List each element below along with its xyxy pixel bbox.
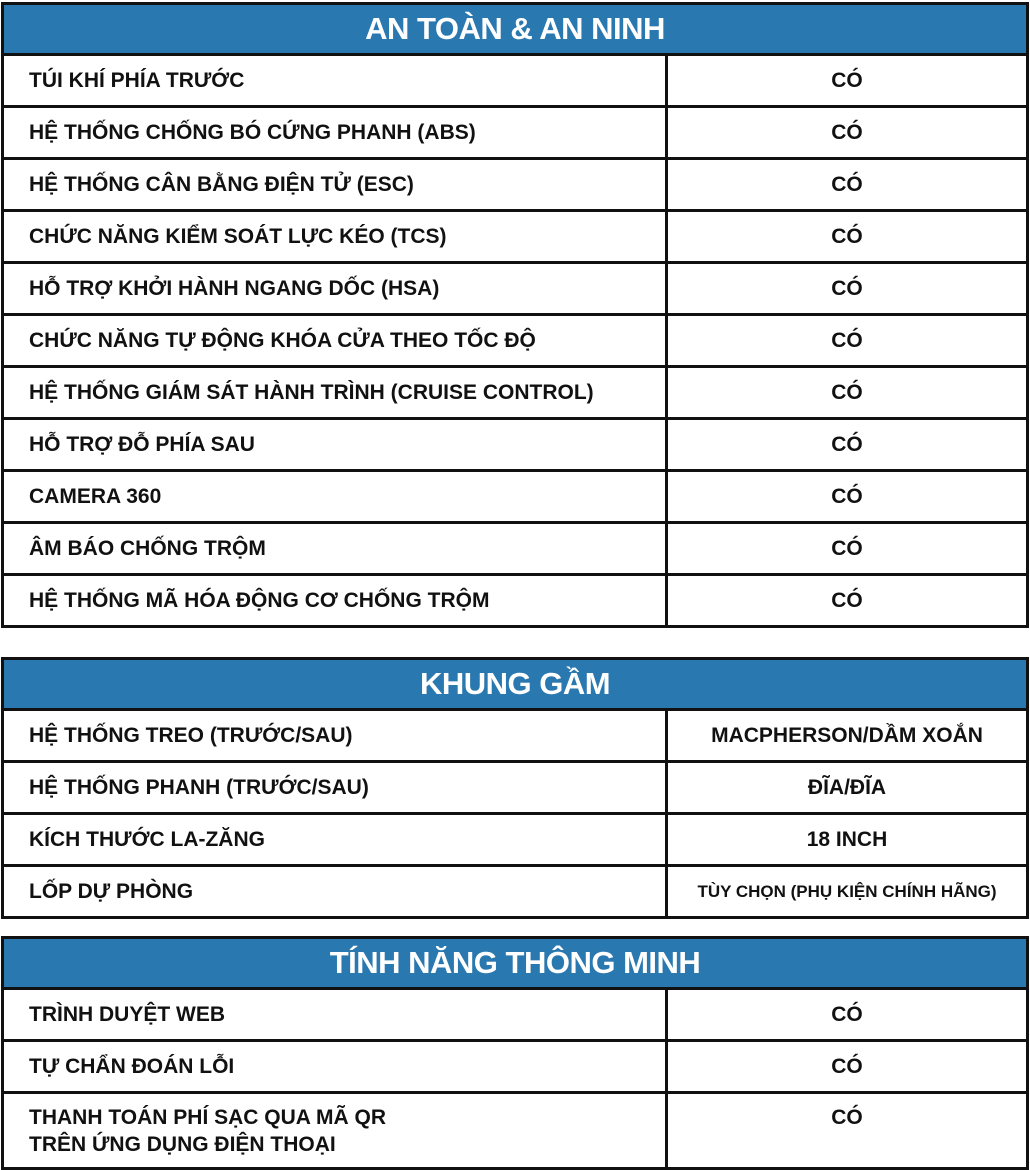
spec-label: HỆ THỐNG MÃ HÓA ĐỘNG CƠ CHỐNG TRỘM — [4, 576, 668, 625]
spec-value: CÓ — [831, 536, 863, 560]
spec-row: HỆ THỐNG GIÁM SÁT HÀNH TRÌNH (CRUISE CON… — [4, 368, 1026, 420]
spec-value: CÓ — [831, 224, 863, 248]
spec-row: HỆ THỐNG MÃ HÓA ĐỘNG CƠ CHỐNG TRỘM CÓ — [4, 576, 1026, 625]
spec-label: HỖ TRỢ KHỞI HÀNH NGANG DỐC (HSA) — [4, 264, 668, 313]
spec-row: THANH TOÁN PHÍ SẠC QUA MÃ QR TRÊN ỨNG DỤ… — [4, 1094, 1026, 1167]
spec-row: HỆ THỐNG CÂN BẰNG ĐIỆN TỬ (ESC) CÓ — [4, 160, 1026, 212]
section-title: AN TOÀN & AN NINH — [4, 5, 1026, 56]
spec-row: HỖ TRỢ ĐỖ PHÍA SAU CÓ — [4, 420, 1026, 472]
spec-value: MACPHERSON/DẦM XOẮN — [711, 723, 983, 747]
spec-row: HỆ THỐNG TREO (TRƯỚC/SAU) MACPHERSON/DẦM … — [4, 711, 1026, 763]
spec-label: ÂM BÁO CHỐNG TRỘM — [4, 524, 668, 573]
spec-label: LỐP DỰ PHÒNG — [4, 867, 668, 916]
spec-value: CÓ — [831, 1054, 863, 1078]
spec-value: 18 INCH — [806, 827, 888, 851]
spec-label: TRÌNH DUYỆT WEB — [4, 990, 668, 1039]
spec-label: TỰ CHẨN ĐOÁN LỖI — [4, 1042, 668, 1091]
spec-row: CHỨC NĂNG KIỂM SOÁT LỰC KÉO (TCS) CÓ — [4, 212, 1026, 264]
section-title: KHUNG GẦM — [4, 660, 1026, 711]
spec-label: TÚI KHÍ PHÍA TRƯỚC — [4, 56, 668, 105]
spec-value: CÓ — [831, 484, 863, 508]
spec-row: KÍCH THƯỚC LA-ZĂNG 18 INCH — [4, 815, 1026, 867]
spec-value: CÓ — [831, 68, 863, 92]
spec-value: CÓ — [831, 120, 863, 144]
spec-row: CAMERA 360 CÓ — [4, 472, 1026, 524]
spec-row: TÚI KHÍ PHÍA TRƯỚC CÓ — [4, 56, 1026, 108]
spec-label: KÍCH THƯỚC LA-ZĂNG — [4, 815, 668, 864]
spec-row: LỐP DỰ PHÒNG TÙY CHỌN (PHỤ KIỆN CHÍNH HÃN… — [4, 867, 1026, 916]
spec-value: CÓ — [831, 380, 863, 404]
spec-label: CHỨC NĂNG KIỂM SOÁT LỰC KÉO (TCS) — [4, 212, 668, 261]
spec-value: CÓ — [831, 1106, 863, 1129]
spec-row: CHỨC NĂNG TỰ ĐỘNG KHÓA CỬA THEO TỐC ĐỘ CÓ — [4, 316, 1026, 368]
section-title: TÍNH NĂNG THÔNG MINH — [4, 939, 1026, 990]
spec-row: ÂM BÁO CHỐNG TRỘM CÓ — [4, 524, 1026, 576]
spec-label: CAMERA 360 — [4, 472, 668, 521]
spec-value: CÓ — [831, 588, 863, 612]
spec-row: TỰ CHẨN ĐOÁN LỖI CÓ — [4, 1042, 1026, 1094]
spec-label: THANH TOÁN PHÍ SẠC QUA MÃ QR TRÊN ỨNG DỤ… — [4, 1094, 668, 1167]
spec-value: CÓ — [831, 1002, 863, 1026]
spec-label: HỆ THỐNG TREO (TRƯỚC/SAU) — [4, 711, 668, 760]
spec-row: HỆ THỐNG CHỐNG BÓ CỨNG PHANH (ABS) CÓ — [4, 108, 1026, 160]
spec-section: TÍNH NĂNG THÔNG MINH TRÌNH DUYỆT WEB CÓ TỰ … — [1, 936, 1029, 1170]
spec-row: HỆ THỐNG PHANH (TRƯỚC/SAU) ĐĨA/ĐĨA — [4, 763, 1026, 815]
spec-label: HỆ THỐNG PHANH (TRƯỚC/SAU) — [4, 763, 668, 812]
spec-value: CÓ — [831, 328, 863, 352]
spec-section: KHUNG GẦM HỆ THỐNG TREO (TRƯỚC/SAU) MACPHE… — [1, 657, 1029, 919]
spec-label: HỆ THỐNG GIÁM SÁT HÀNH TRÌNH (CRUISE CON… — [4, 368, 668, 417]
spec-row: HỖ TRỢ KHỞI HÀNH NGANG DỐC (HSA) CÓ — [4, 264, 1026, 316]
spec-section: AN TOÀN & AN NINH TÚI KHÍ PHÍA TRƯỚC CÓ HỆ … — [1, 2, 1029, 628]
spec-label: HỆ THỐNG CHỐNG BÓ CỨNG PHANH (ABS) — [4, 108, 668, 157]
spec-label: HỆ THỐNG CÂN BẰNG ĐIỆN TỬ (ESC) — [4, 160, 668, 209]
spec-value: TÙY CHỌN (PHỤ KIỆN CHÍNH HÃNG) — [697, 881, 997, 901]
spec-value: CÓ — [831, 432, 863, 456]
spec-label: HỖ TRỢ ĐỖ PHÍA SAU — [4, 420, 668, 469]
spec-value: ĐĨA/ĐĨA — [807, 775, 887, 799]
spec-row: TRÌNH DUYỆT WEB CÓ — [4, 990, 1026, 1042]
spec-value: CÓ — [831, 276, 863, 300]
spec-label: CHỨC NĂNG TỰ ĐỘNG KHÓA CỬA THEO TỐC ĐỘ — [4, 316, 668, 365]
spec-value: CÓ — [831, 172, 863, 196]
